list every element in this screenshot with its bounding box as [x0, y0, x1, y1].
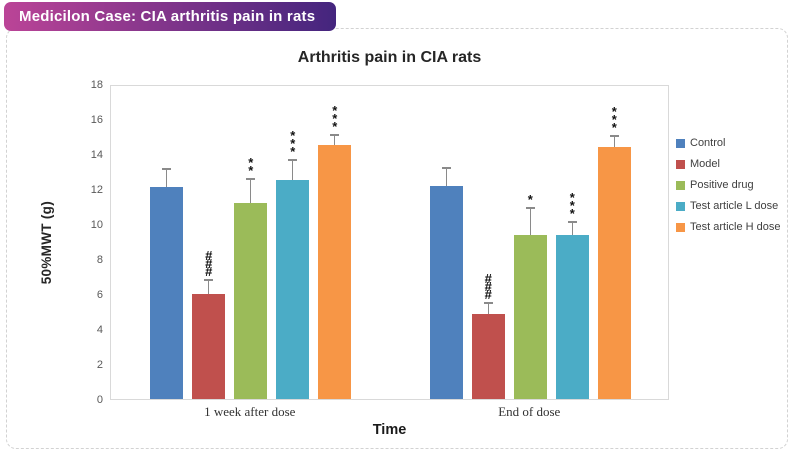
bar: * — [513, 193, 547, 399]
significance-marker: * * * — [290, 128, 296, 159]
chart-title: Arthritis pain in CIA rats — [297, 49, 482, 66]
y-tick-label: 8 — [96, 254, 103, 266]
x-category-label: 1 week after dose — [204, 404, 296, 419]
bar: * * * — [597, 105, 631, 399]
legend-label: Control — [690, 137, 726, 149]
error-bar — [208, 280, 210, 294]
significance-marker: * * * — [611, 104, 617, 136]
y-tick-label: 16 — [90, 114, 103, 126]
error-bar — [292, 161, 294, 181]
y-tick-label: 18 — [90, 79, 103, 91]
error-bar-cap — [441, 166, 451, 169]
y-tick-label: 10 — [90, 219, 103, 231]
legend-swatch — [676, 138, 685, 148]
error-bar — [487, 303, 489, 315]
bar: * * * — [318, 104, 352, 399]
error-bar — [166, 169, 168, 188]
error-bar-cap — [609, 135, 619, 138]
y-tick-label: 0 — [96, 394, 103, 406]
error-bar-cap — [525, 207, 535, 210]
y-tick-label: 14 — [90, 149, 103, 161]
bar — [150, 167, 184, 399]
legend-item: Test article L dose — [676, 200, 794, 212]
banner-title: Medicilon Case: CIA arthritis pain in ra… — [19, 8, 316, 25]
bar: * * * — [555, 191, 589, 399]
legend-item: Positive drug — [676, 179, 794, 191]
significance-marker: # # # — [205, 247, 213, 279]
legend-swatch — [676, 159, 685, 169]
legend-label: Test article H dose — [690, 221, 781, 233]
x-axis-title: Time — [372, 422, 407, 438]
legend-label: Model — [690, 158, 720, 170]
plot-area: # # # * * * * * * * * # # # * * * * * * * — [110, 85, 669, 400]
legend-item: Model — [676, 158, 794, 170]
error-bar — [529, 209, 531, 235]
bar-group-2: # # # * * * * * * * — [429, 105, 631, 399]
y-axis-ticks: 0 2 4 6 8 10 12 14 16 18 — [74, 79, 103, 406]
error-bar — [250, 180, 252, 203]
error-bar-cap — [483, 301, 493, 304]
legend-label: Positive drug — [690, 179, 754, 191]
legend-item: Control — [676, 137, 794, 149]
y-tick-label: 12 — [90, 184, 103, 196]
error-bar-cap — [204, 278, 214, 281]
legend-swatch — [676, 180, 685, 190]
error-bar — [334, 135, 336, 146]
bar: # # # — [192, 249, 226, 399]
error-bar — [613, 137, 615, 147]
legend-swatch — [676, 201, 685, 211]
bar: * * * — [276, 129, 310, 399]
error-bar-cap — [288, 159, 298, 161]
y-axis-title: 50%MWT (g) — [38, 200, 54, 285]
legend-swatch — [676, 222, 685, 232]
significance-marker: # # # — [484, 270, 492, 302]
error-bar-cap — [162, 167, 172, 170]
bar: * * — [234, 156, 268, 399]
y-tick-label: 6 — [96, 289, 103, 301]
bar — [429, 166, 463, 399]
bar-group-1: # # # * * * * * * * * — [150, 104, 352, 399]
significance-marker: * * — [248, 155, 254, 179]
legend: Control Model Positive drug Test article L … — [676, 137, 794, 242]
error-bar — [445, 168, 447, 187]
error-bar-cap — [567, 221, 577, 224]
error-bar-cap — [246, 178, 256, 181]
y-axis-title-wrap: 50%MWT (g) — [36, 85, 56, 400]
y-tick-label: 4 — [96, 324, 103, 336]
error-bar-cap — [330, 133, 340, 136]
banner: Medicilon Case: CIA arthritis pain in ra… — [4, 2, 336, 31]
legend-item: Test article H dose — [676, 221, 794, 233]
x-category-label: End of dose — [498, 404, 561, 419]
significance-marker: * * * — [569, 190, 575, 222]
legend-label: Test article L dose — [690, 200, 779, 212]
bar: # # # — [471, 272, 505, 399]
significance-marker: * — [527, 192, 533, 208]
significance-marker: * * * — [332, 102, 338, 134]
y-tick-label: 2 — [96, 359, 103, 371]
error-bar — [571, 223, 573, 236]
